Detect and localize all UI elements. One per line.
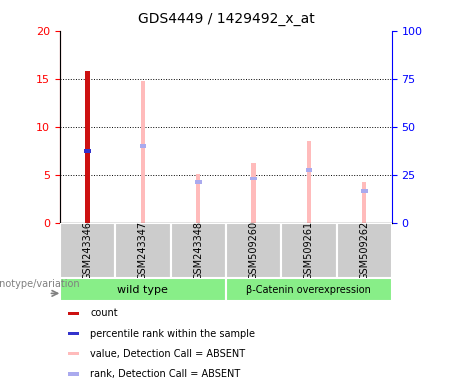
FancyBboxPatch shape xyxy=(281,223,337,278)
Text: wild type: wild type xyxy=(118,285,168,295)
Text: GSM509261: GSM509261 xyxy=(304,221,314,280)
Text: GSM243347: GSM243347 xyxy=(138,221,148,280)
FancyBboxPatch shape xyxy=(60,278,226,301)
Bar xyxy=(84,149,91,152)
Bar xyxy=(195,180,201,184)
FancyBboxPatch shape xyxy=(171,223,226,278)
Text: genotype/variation: genotype/variation xyxy=(0,279,81,289)
Text: GSM243348: GSM243348 xyxy=(193,221,203,280)
Bar xyxy=(362,182,366,223)
FancyBboxPatch shape xyxy=(60,223,115,278)
Text: GSM509262: GSM509262 xyxy=(359,221,369,280)
Text: percentile rank within the sample: percentile rank within the sample xyxy=(90,329,255,339)
FancyBboxPatch shape xyxy=(337,223,392,278)
Text: rank, Detection Call = ABSENT: rank, Detection Call = ABSENT xyxy=(90,369,240,379)
Bar xyxy=(68,332,79,335)
FancyBboxPatch shape xyxy=(226,223,281,278)
Bar xyxy=(141,81,145,223)
Text: β-Catenin overexpression: β-Catenin overexpression xyxy=(247,285,371,295)
Text: count: count xyxy=(90,308,118,318)
Bar xyxy=(306,168,312,172)
Bar xyxy=(68,312,79,315)
Text: value, Detection Call = ABSENT: value, Detection Call = ABSENT xyxy=(90,349,245,359)
Bar xyxy=(68,352,79,355)
Bar xyxy=(361,189,367,193)
Bar xyxy=(250,177,257,180)
FancyBboxPatch shape xyxy=(115,223,171,278)
Bar xyxy=(85,71,90,223)
Bar xyxy=(307,141,311,223)
Text: GSM243346: GSM243346 xyxy=(83,221,93,280)
FancyBboxPatch shape xyxy=(226,278,392,301)
Text: GSM509260: GSM509260 xyxy=(248,221,259,280)
Bar xyxy=(251,163,256,223)
Title: GDS4449 / 1429492_x_at: GDS4449 / 1429492_x_at xyxy=(137,12,314,25)
Bar xyxy=(68,372,79,376)
Bar xyxy=(140,144,146,148)
Bar xyxy=(196,174,201,223)
